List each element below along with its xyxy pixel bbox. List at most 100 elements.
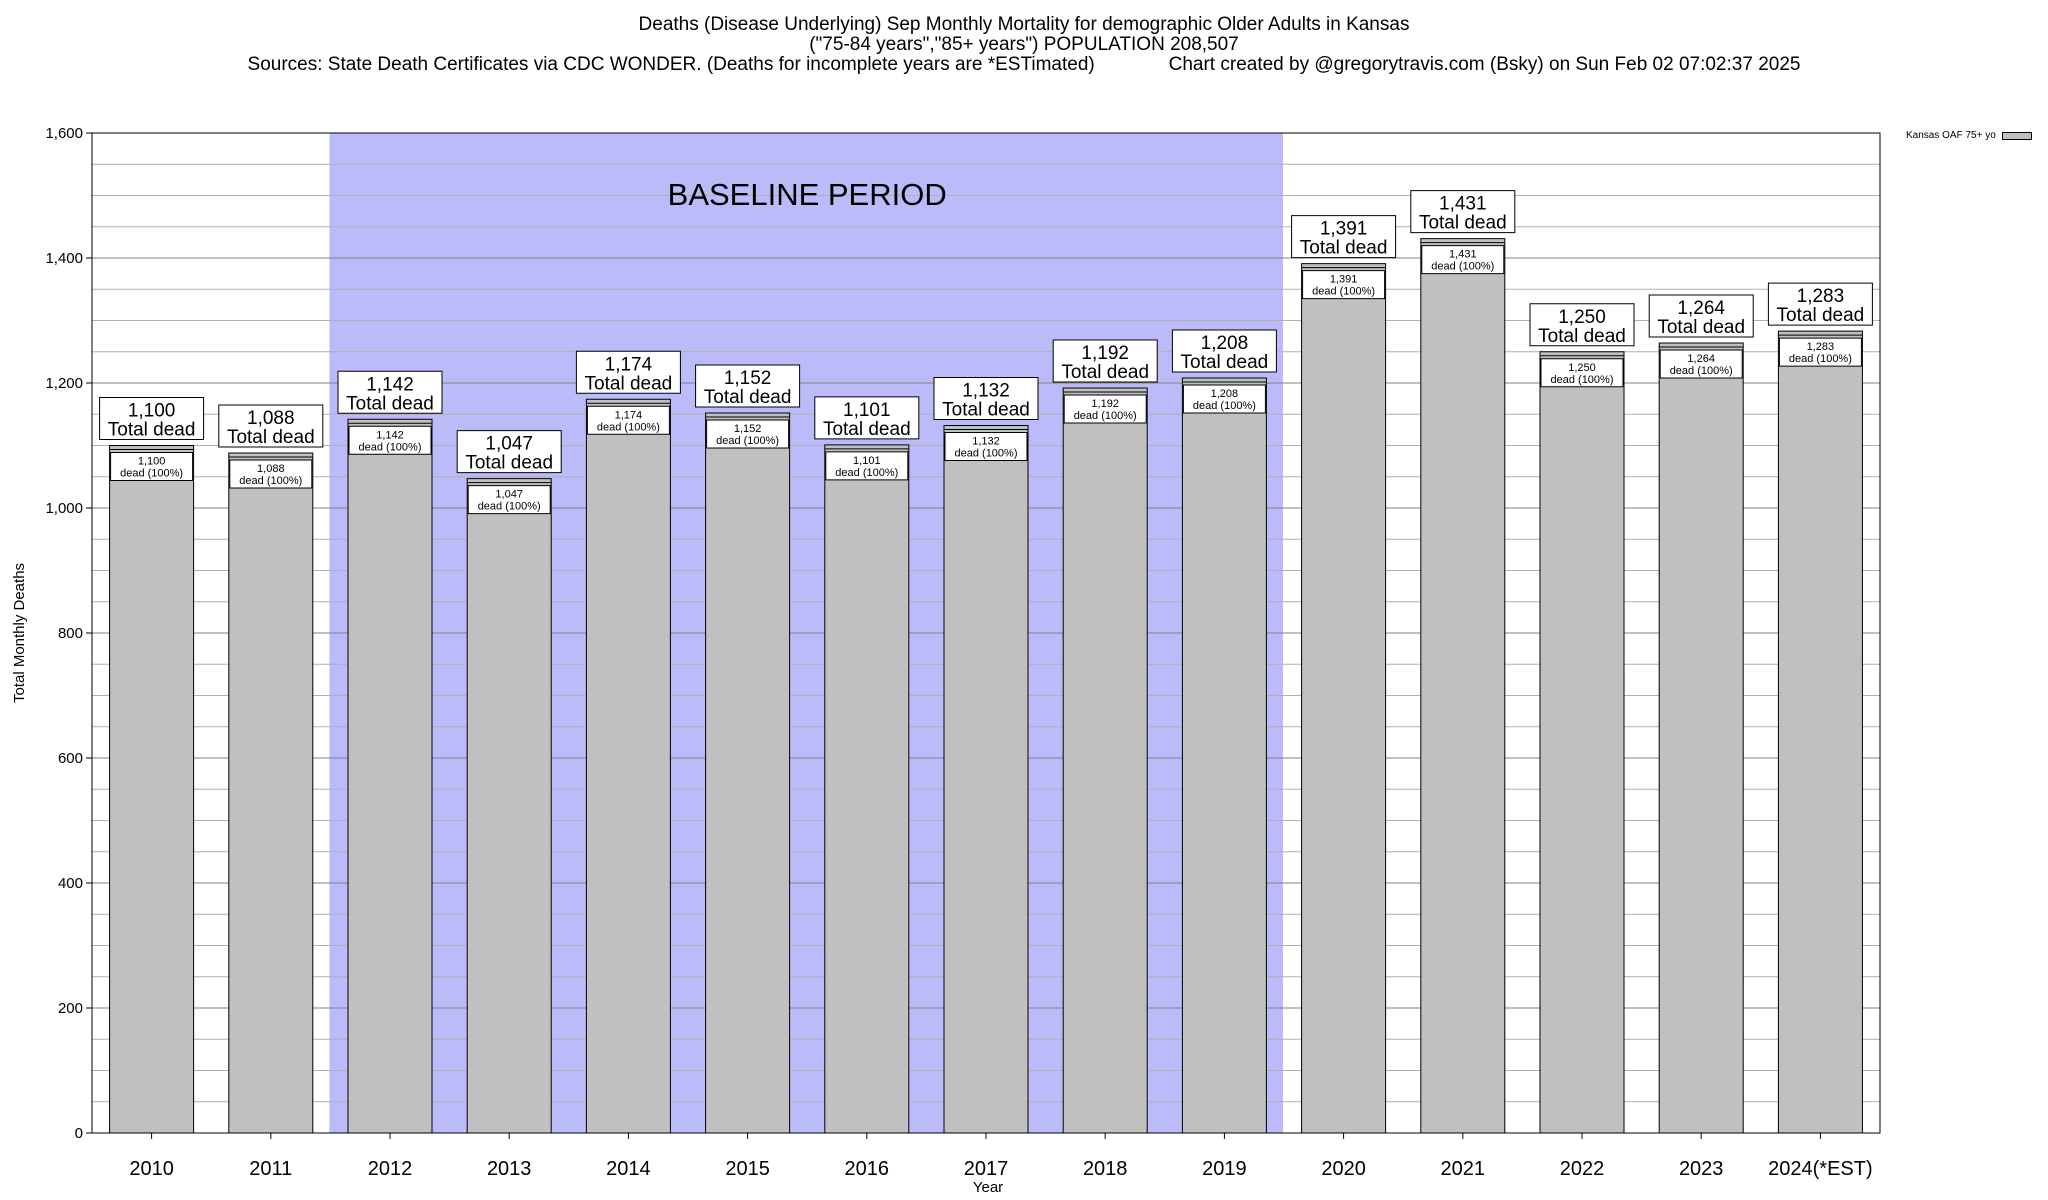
x-tick-label: 2011 xyxy=(249,1158,292,1180)
total-value-label: 1,047 xyxy=(485,434,533,455)
inner-value-label: 1,088 xyxy=(257,463,285,475)
bar xyxy=(1181,377,1267,1134)
inner-percent-label: dead (100%) xyxy=(1312,286,1375,298)
total-label-box xyxy=(1291,215,1397,259)
inner-label-box xyxy=(1778,337,1862,367)
total-label-box xyxy=(933,377,1039,420)
chart-sources: Sources: State Death Certificates via CD… xyxy=(247,54,1095,75)
total-value-label: 1,174 xyxy=(605,354,653,375)
inner-value-label: 1,208 xyxy=(1211,388,1239,400)
total-dead-label: Total dead xyxy=(1300,238,1388,259)
y-tick-label: 1,400 xyxy=(45,250,83,267)
total-dead-label: Total dead xyxy=(227,427,315,448)
inner-value-label: 1,132 xyxy=(972,436,1000,448)
inner-percent-label: dead (100%) xyxy=(239,475,302,487)
inner-label-box xyxy=(1659,349,1743,379)
inner-label-box xyxy=(229,459,313,489)
total-label-box xyxy=(575,350,681,394)
inner-value-label: 1,047 xyxy=(495,489,523,501)
plot-frame xyxy=(91,132,1881,1134)
inner-percent-label: dead (100%) xyxy=(1789,353,1852,365)
total-dead-label: Total dead xyxy=(465,453,553,474)
bar xyxy=(824,444,910,1134)
legend: Kansas OAF 75+ yo xyxy=(1906,130,2032,141)
y-tick-label: 800 xyxy=(58,625,83,642)
inner-value-label: 1,101 xyxy=(853,455,881,467)
inner-percent-label: dead (100%) xyxy=(597,421,660,433)
inner-percent-label: dead (100%) xyxy=(120,468,183,480)
inner-label-box xyxy=(706,419,790,449)
total-value-label: 1,088 xyxy=(247,408,295,429)
total-value-label: 1,142 xyxy=(366,374,414,395)
inner-percent-label: dead (100%) xyxy=(478,501,541,513)
inner-label-box xyxy=(110,452,194,481)
total-value-label: 1,264 xyxy=(1677,298,1725,319)
total-dead-label: Total dead xyxy=(942,400,1030,421)
x-tick-label: 2014 xyxy=(606,1158,651,1180)
inner-value-label: 1,152 xyxy=(734,423,762,435)
inner-value-label: 1,174 xyxy=(615,409,643,421)
bar xyxy=(228,452,314,1134)
inner-label-box xyxy=(1540,358,1624,388)
inner-value-label: 1,142 xyxy=(376,429,404,441)
legend-swatch xyxy=(2001,131,2032,140)
bar xyxy=(466,478,552,1134)
x-tick-label: 2023 xyxy=(1679,1158,1724,1180)
total-dead-label: Total dead xyxy=(1538,326,1626,347)
total-label-box xyxy=(1529,303,1635,347)
bar xyxy=(109,445,195,1134)
inner-percent-label: dead (100%) xyxy=(1193,400,1256,412)
inner-percent-label: dead (100%) xyxy=(1670,365,1733,377)
bar xyxy=(943,425,1029,1134)
bar xyxy=(1420,238,1506,1134)
y-axis-title: Total Monthly Deaths xyxy=(11,563,28,703)
total-value-label: 1,100 xyxy=(128,401,176,422)
x-tick-label: 2018 xyxy=(1083,1158,1128,1180)
y-tick-label: 200 xyxy=(58,1000,83,1017)
total-label-box xyxy=(1171,329,1277,373)
total-dead-label: Total dead xyxy=(1657,317,1745,338)
y-tick-label: 400 xyxy=(58,875,83,892)
chart-title-line-2: ("75-84 years","85+ years") POPULATION 2… xyxy=(809,34,1239,55)
inner-percent-label: dead (100%) xyxy=(835,467,898,479)
bar xyxy=(1301,263,1387,1134)
total-value-label: 1,192 xyxy=(1081,343,1129,364)
total-label-box xyxy=(1410,190,1516,234)
bar xyxy=(1777,330,1863,1134)
inner-label-box xyxy=(944,432,1028,461)
total-label-box xyxy=(1052,339,1158,383)
inner-label-box xyxy=(825,451,909,481)
total-dead-label: Total dead xyxy=(346,393,434,414)
bar xyxy=(1062,387,1148,1134)
y-tick-label: 600 xyxy=(58,750,83,767)
bar xyxy=(347,418,433,1134)
chart-title-line-1: Deaths (Disease Underlying) Sep Monthly … xyxy=(638,14,1410,35)
inner-percent-label: dead (100%) xyxy=(359,441,422,453)
total-label-box xyxy=(1648,294,1754,338)
total-label-box xyxy=(337,370,443,414)
inner-percent-label: dead (100%) xyxy=(1431,261,1494,273)
inner-value-label: 1,192 xyxy=(1091,398,1119,410)
total-value-label: 1,132 xyxy=(962,381,1010,402)
inner-value-label: 1,431 xyxy=(1449,249,1477,261)
total-value-label: 1,250 xyxy=(1558,307,1606,328)
x-tick-label: 2019 xyxy=(1202,1158,1247,1180)
inner-label-box xyxy=(1063,394,1147,424)
y-tick-label: 1,200 xyxy=(45,375,83,392)
total-dead-label: Total dead xyxy=(1419,213,1507,234)
total-dead-label: Total dead xyxy=(1777,305,1865,326)
bar xyxy=(585,398,671,1134)
y-tick-label: 1,000 xyxy=(45,500,83,517)
chart-sources-line: Sources: State Death Certificates via CD… xyxy=(0,54,2048,75)
inner-value-label: 1,250 xyxy=(1568,362,1596,374)
total-dead-label: Total dead xyxy=(585,373,673,394)
inner-percent-label: dead (100%) xyxy=(1551,374,1614,386)
total-label-box xyxy=(456,430,562,474)
inner-label-box xyxy=(348,425,432,455)
total-value-label: 1,101 xyxy=(843,400,891,421)
inner-percent-label: dead (100%) xyxy=(1074,410,1137,422)
inner-label-box xyxy=(1182,384,1266,414)
total-dead-label: Total dead xyxy=(704,387,792,408)
x-tick-label: 2016 xyxy=(845,1158,890,1180)
